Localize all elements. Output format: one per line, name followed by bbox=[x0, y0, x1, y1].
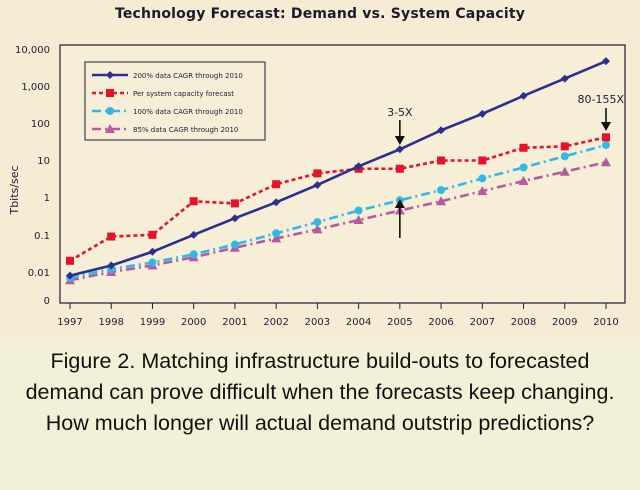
data-point bbox=[230, 199, 239, 208]
data-point bbox=[437, 156, 446, 165]
data-point bbox=[230, 240, 239, 249]
data-point bbox=[560, 142, 569, 151]
y-tick-label: 0 bbox=[44, 296, 50, 307]
data-point bbox=[478, 156, 487, 165]
y-tick-label: 0.01 bbox=[28, 268, 50, 279]
legend-label: Per system capacity forecast bbox=[133, 90, 234, 98]
series-line bbox=[69, 160, 607, 282]
chart-title: Technology Forecast: Demand vs. System C… bbox=[114, 6, 526, 22]
annotation-arrowhead bbox=[394, 136, 405, 145]
data-point bbox=[354, 206, 363, 215]
legend-label: 85% data CAGR through 2010 bbox=[133, 126, 238, 134]
data-point bbox=[437, 126, 446, 135]
data-point bbox=[602, 133, 610, 142]
y-tick-label: 1 bbox=[44, 193, 50, 204]
data-point bbox=[66, 256, 74, 265]
data-point bbox=[519, 143, 528, 152]
y-tick-label: 10 bbox=[37, 156, 50, 167]
data-point bbox=[478, 109, 487, 118]
data-point bbox=[230, 214, 239, 223]
legend-label: 100% data CAGR through 2010 bbox=[133, 108, 243, 116]
data-point bbox=[395, 145, 404, 154]
data-point bbox=[560, 74, 569, 83]
y-tick-label: 10,000 bbox=[15, 45, 50, 56]
y-tick-label: 0.1 bbox=[34, 231, 50, 242]
series-0 bbox=[66, 57, 610, 280]
legend: 200% data CAGR through 2010 Per system ca… bbox=[84, 61, 266, 141]
annotation-arrowhead bbox=[601, 122, 611, 131]
data-point bbox=[107, 232, 116, 241]
x-tick-label: 2010 bbox=[593, 317, 618, 328]
data-point bbox=[395, 164, 404, 173]
data-point bbox=[106, 107, 114, 115]
x-tick-label: 1998 bbox=[99, 317, 124, 328]
data-point bbox=[313, 180, 322, 189]
figure-caption: Figure 2. Matching infrastructure build-… bbox=[25, 349, 615, 435]
data-point bbox=[105, 124, 115, 133]
data-point bbox=[106, 71, 114, 79]
data-point bbox=[312, 224, 323, 234]
data-point bbox=[559, 166, 570, 176]
data-point bbox=[437, 186, 446, 195]
data-point bbox=[148, 258, 157, 267]
data-point bbox=[353, 215, 364, 225]
data-point bbox=[272, 198, 281, 207]
series-line bbox=[69, 143, 607, 280]
data-point bbox=[518, 176, 529, 186]
data-point bbox=[560, 152, 569, 161]
data-point bbox=[148, 230, 157, 239]
data-point bbox=[107, 261, 116, 270]
data-point bbox=[477, 186, 488, 196]
data-point bbox=[313, 169, 322, 178]
data-point bbox=[478, 174, 487, 183]
x-tick-label: 2001 bbox=[222, 317, 247, 328]
annotation-label: 3-5X bbox=[387, 106, 413, 119]
data-point bbox=[189, 250, 198, 259]
x-tick-label: 2003 bbox=[305, 317, 330, 328]
legend-label: 200% data CAGR through 2010 bbox=[133, 72, 243, 80]
data-point bbox=[354, 162, 363, 171]
data-point bbox=[272, 180, 281, 189]
x-tick-label: 1999 bbox=[140, 317, 165, 328]
data-point bbox=[519, 163, 528, 172]
data-point bbox=[271, 233, 282, 243]
figure-caption-area: Figure 2. Matching infrastructure build-… bbox=[0, 340, 640, 490]
data-point bbox=[189, 230, 198, 239]
series-2 bbox=[66, 141, 610, 282]
x-tick-label: 2000 bbox=[181, 317, 206, 328]
series-3 bbox=[65, 157, 611, 285]
data-point bbox=[436, 196, 447, 206]
x-tick-label: 2009 bbox=[552, 317, 577, 328]
series-line bbox=[69, 59, 607, 277]
x-tick-label: 2007 bbox=[470, 317, 495, 328]
data-point bbox=[106, 89, 114, 97]
x-tick-label: 2005 bbox=[387, 317, 412, 328]
x-tick-label: 2008 bbox=[511, 317, 536, 328]
x-tick-label: 2004 bbox=[346, 317, 371, 328]
data-point bbox=[602, 141, 610, 150]
y-axis-label: Tbits/sec bbox=[8, 165, 21, 215]
data-point bbox=[148, 247, 157, 256]
data-point bbox=[66, 271, 74, 280]
data-point bbox=[189, 197, 198, 206]
data-point bbox=[313, 218, 322, 227]
x-tick-label: 2006 bbox=[428, 317, 453, 328]
y-tick-label: 100 bbox=[31, 119, 50, 130]
chart-panel: 10,000 1,000 100 10 1 0.1 0.01 0 Tbits/sec 1997 19… bbox=[8, 6, 626, 328]
data-point bbox=[519, 91, 528, 100]
y-tick-label: 1,000 bbox=[21, 82, 50, 93]
annotation-arrowhead bbox=[394, 199, 405, 208]
annotation-label: 80-155X bbox=[578, 93, 625, 106]
chart-plot: 10,000 1,000 100 10 1 0.1 0.01 0 Tbits/sec 1997 19… bbox=[8, 44, 626, 328]
x-tick-label: 1997 bbox=[57, 317, 82, 328]
data-point bbox=[601, 157, 611, 167]
data-point bbox=[602, 57, 610, 66]
x-tick-label: 2002 bbox=[263, 317, 288, 328]
data-point bbox=[272, 229, 281, 238]
